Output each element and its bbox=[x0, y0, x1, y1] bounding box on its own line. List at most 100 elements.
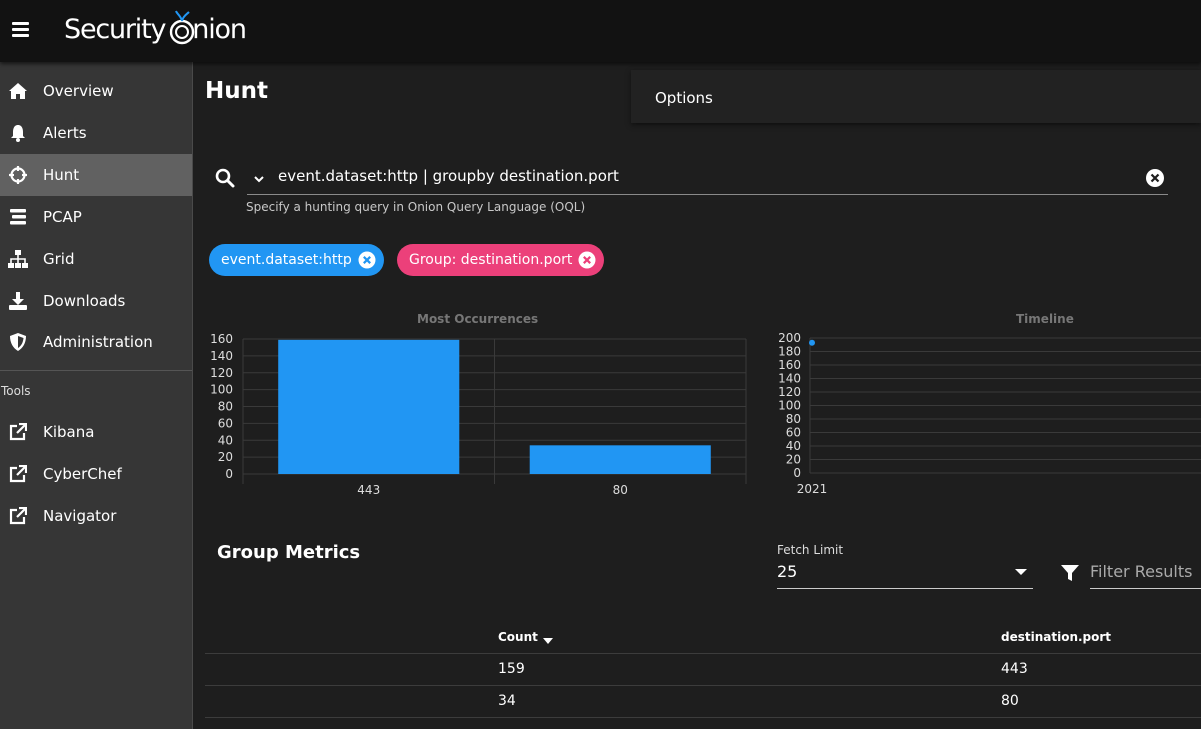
stream-icon bbox=[8, 207, 28, 227]
bar bbox=[278, 339, 460, 474]
crosshairs-icon bbox=[8, 165, 28, 185]
sidebar-item-label: CyberChef bbox=[43, 465, 122, 483]
sidebar-item-label: Navigator bbox=[43, 507, 117, 525]
y-tick-label: 60 bbox=[786, 426, 801, 440]
x-tick-label: 80 bbox=[613, 483, 628, 497]
app-logo[interactable]: Security nion bbox=[64, 14, 247, 45]
sidebar-item-label: Hunt bbox=[43, 166, 80, 184]
sidebar-item-pcap[interactable]: PCAP bbox=[0, 196, 192, 238]
group-chip-destination-port[interactable]: Group: destination.port bbox=[397, 244, 604, 276]
y-tick-label: 160 bbox=[778, 358, 801, 372]
external-link-icon bbox=[8, 422, 28, 442]
group-metrics-title: Group Metrics bbox=[217, 542, 361, 563]
sidebar-item-navigator[interactable]: Navigator bbox=[0, 495, 192, 537]
table-divider bbox=[205, 653, 1201, 654]
sidebar-item-label: PCAP bbox=[43, 208, 82, 226]
y-tick-label: 20 bbox=[218, 450, 233, 464]
most-occurrences-chart: 0 20 40 60 80 100 120 140 160 443 80 bbox=[210, 332, 747, 497]
options-label: Options bbox=[655, 89, 713, 107]
sort-desc-icon[interactable] bbox=[543, 638, 553, 644]
column-header-count[interactable]: Count bbox=[498, 630, 538, 644]
y-tick-label: 40 bbox=[786, 439, 801, 453]
download-icon bbox=[8, 291, 28, 311]
fetch-limit-value: 25 bbox=[777, 562, 798, 581]
y-tick-label: 140 bbox=[210, 349, 233, 363]
y-tick-label: 60 bbox=[218, 416, 233, 430]
y-tick-label: 100 bbox=[210, 383, 233, 397]
sidebar-item-kibana[interactable]: Kibana bbox=[0, 411, 192, 453]
filter-chip-dataset[interactable]: event.dataset:http bbox=[209, 244, 384, 276]
chip-label: event.dataset:http bbox=[221, 252, 352, 268]
sidebar-item-downloads[interactable]: Downloads bbox=[0, 280, 192, 322]
close-icon[interactable] bbox=[358, 251, 376, 269]
chip-label: Group: destination.port bbox=[409, 252, 573, 268]
sidebar-item-grid[interactable]: Grid bbox=[0, 238, 192, 280]
y-tick-label: 100 bbox=[778, 399, 801, 413]
y-tick-label: 40 bbox=[218, 433, 233, 447]
onion-logo-icon bbox=[169, 10, 195, 45]
y-tick-label: 0 bbox=[225, 467, 233, 481]
query-hint: Specify a hunting query in Onion Query L… bbox=[246, 200, 586, 214]
sidebar-item-hunt[interactable]: Hunt bbox=[0, 154, 192, 196]
table-cell-port: 443 bbox=[1001, 661, 1028, 677]
external-link-icon bbox=[8, 464, 28, 484]
x-tick-label: 2021 bbox=[797, 482, 828, 496]
table-cell-count: 159 bbox=[498, 661, 525, 677]
y-tick-label: 80 bbox=[218, 400, 233, 414]
filter-placeholder: Filter Results bbox=[1090, 562, 1193, 581]
app-bar: Security nion bbox=[0, 0, 1201, 62]
home-icon bbox=[8, 81, 28, 101]
clear-query-icon[interactable] bbox=[1146, 169, 1164, 187]
y-tick-label: 180 bbox=[778, 345, 801, 359]
data-point bbox=[809, 339, 815, 346]
y-tick-label: 80 bbox=[786, 412, 801, 426]
table-cell-count: 34 bbox=[498, 693, 516, 709]
query-text: event.dataset:http | groupby destination… bbox=[278, 167, 619, 185]
chevron-down-icon[interactable] bbox=[252, 172, 266, 186]
sidebar-divider bbox=[0, 370, 192, 371]
y-tick-label: 160 bbox=[210, 332, 233, 346]
filter-icon bbox=[1061, 565, 1079, 581]
sidebar-item-label: Kibana bbox=[43, 423, 95, 441]
options-panel[interactable]: Options bbox=[631, 70, 1201, 123]
table-divider bbox=[205, 685, 1201, 686]
sidebar-item-label: Administration bbox=[43, 333, 153, 351]
chart-title-timeline: Timeline bbox=[1016, 312, 1074, 326]
sidebar-item-administration[interactable]: Administration bbox=[0, 321, 192, 363]
sidebar-item-cyberchef[interactable]: CyberChef bbox=[0, 453, 192, 495]
y-tick-label: 120 bbox=[778, 385, 801, 399]
sitemap-icon bbox=[8, 249, 28, 269]
sidebar-item-label: Grid bbox=[43, 250, 75, 268]
dropdown-caret-icon bbox=[1015, 569, 1027, 575]
bar bbox=[529, 445, 711, 474]
y-tick-label: 0 bbox=[793, 466, 801, 480]
x-tick-label: 443 bbox=[357, 483, 380, 497]
chart-title-most-occurrences: Most Occurrences bbox=[417, 312, 539, 326]
table-cell-port: 80 bbox=[1001, 693, 1019, 709]
sidebar-item-overview[interactable]: Overview bbox=[0, 70, 192, 112]
table-divider bbox=[205, 717, 1201, 718]
y-tick-label: 120 bbox=[210, 366, 233, 380]
tools-heading: Tools bbox=[1, 384, 31, 398]
sidebar-item-label: Alerts bbox=[43, 124, 87, 142]
y-tick-label: 200 bbox=[778, 331, 801, 345]
sidebar-item-label: Overview bbox=[43, 82, 114, 100]
y-tick-label: 20 bbox=[786, 453, 801, 467]
bell-icon bbox=[8, 123, 28, 143]
external-link-icon bbox=[8, 506, 28, 526]
shield-icon bbox=[8, 332, 28, 352]
page-title: Hunt bbox=[205, 78, 268, 104]
sidebar-item-alerts[interactable]: Alerts bbox=[0, 112, 192, 154]
close-icon[interactable] bbox=[578, 251, 596, 269]
query-input[interactable]: event.dataset:http | groupby destination… bbox=[247, 160, 1168, 195]
fetch-limit-select[interactable]: 25 bbox=[777, 560, 1033, 589]
sidebar: Overview Alerts Hunt PCAP Grid Downloads bbox=[0, 62, 193, 729]
column-header-destination-port[interactable]: destination.port bbox=[1001, 630, 1112, 644]
menu-icon[interactable] bbox=[12, 22, 29, 38]
y-tick-label: 140 bbox=[778, 372, 801, 386]
sidebar-item-label: Downloads bbox=[43, 292, 126, 310]
fetch-limit-label: Fetch Limit bbox=[777, 543, 844, 557]
search-icon[interactable] bbox=[215, 168, 235, 188]
filter-results-input[interactable]: Filter Results bbox=[1090, 560, 1201, 589]
